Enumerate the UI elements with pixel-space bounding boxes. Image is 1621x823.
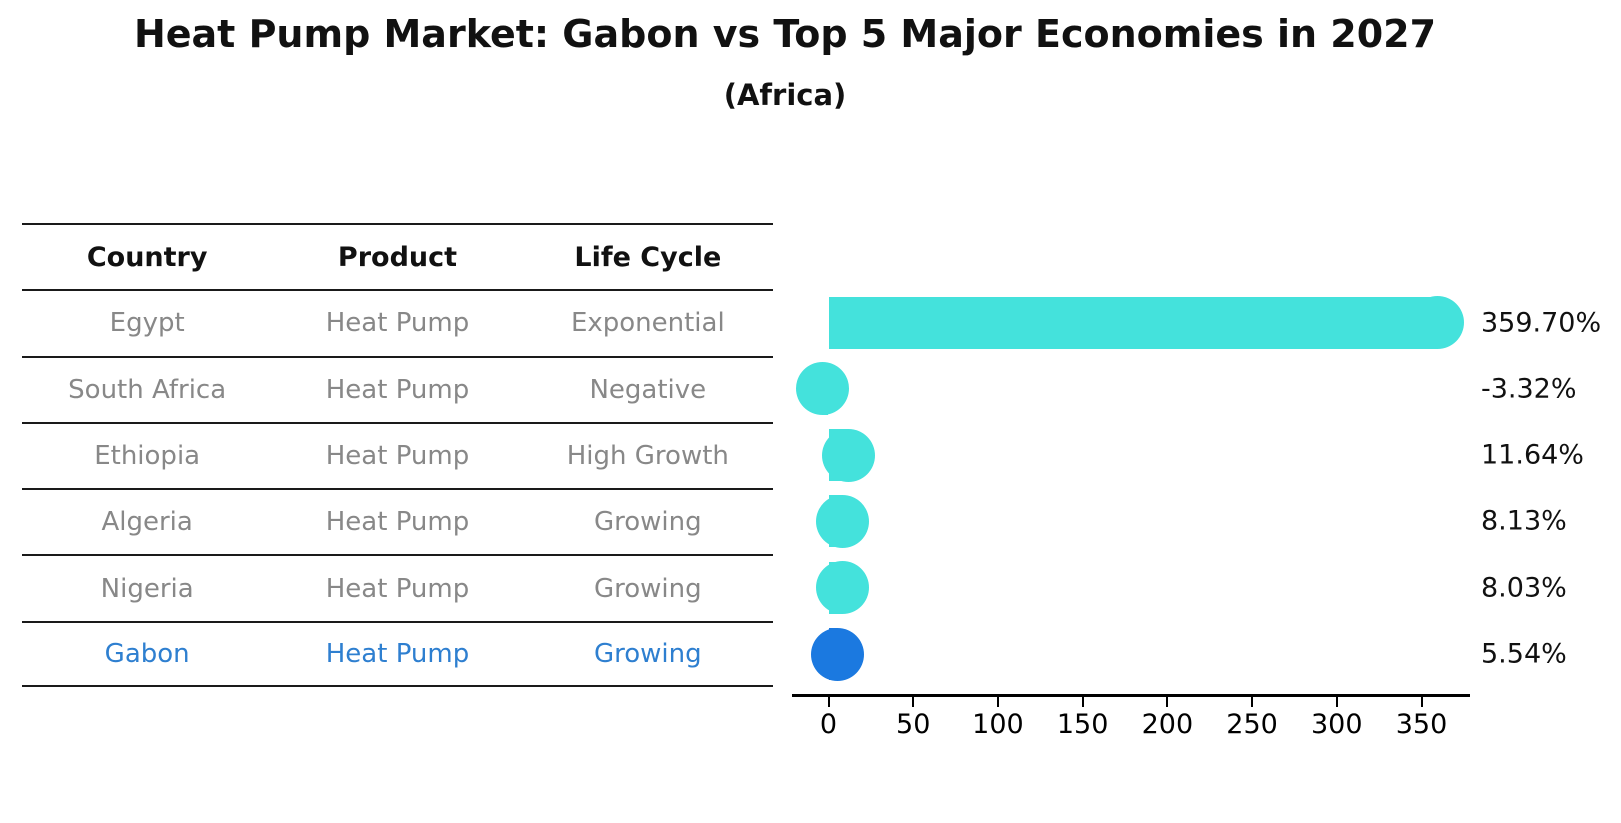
- column-header-life-cycle: Life Cycle: [574, 241, 722, 273]
- table-row: Ethiopia Heat Pump High Growth: [22, 421, 773, 488]
- cell-life-cycle: Negative: [589, 374, 707, 405]
- bar-cap-south-africa: [796, 362, 850, 416]
- column-header-product: Product: [337, 241, 458, 273]
- x-axis-tick-label: 0: [819, 709, 838, 740]
- value-label-algeria: 8.13%: [1481, 505, 1567, 537]
- cell-country: Nigeria: [100, 573, 194, 604]
- bar-cap-ethiopia: [821, 428, 875, 482]
- value-label-gabon: 5.54%: [1481, 638, 1567, 670]
- x-axis-tick: [1420, 696, 1423, 707]
- x-axis-tick: [1335, 696, 1338, 707]
- x-axis-tick: [912, 696, 915, 707]
- x-axis-tick: [1166, 696, 1169, 707]
- bar-cap-nigeria: [815, 561, 869, 615]
- x-axis-tick-label: 350: [1395, 709, 1448, 740]
- cell-country: South Africa: [68, 374, 227, 405]
- cell-life-cycle: High Growth: [566, 441, 729, 472]
- cell-country: Gabon: [104, 638, 190, 669]
- table-row: South Africa Heat Pump Negative: [22, 355, 773, 422]
- x-axis-tick-label: 250: [1226, 709, 1278, 740]
- cell-country: Algeria: [101, 507, 193, 538]
- cell-product: Heat Pump: [325, 374, 470, 405]
- bar-cap-algeria: [815, 494, 869, 548]
- value-label-egypt: 359.70%: [1481, 307, 1602, 338]
- cell-life-cycle: Exponential: [570, 308, 725, 339]
- cell-life-cycle: Growing: [593, 638, 702, 669]
- table-row: Algeria Heat Pump Growing: [22, 488, 773, 554]
- cell-product: Heat Pump: [325, 308, 470, 339]
- x-axis-tick: [1251, 696, 1254, 707]
- bar-cap-egypt: [1411, 296, 1465, 349]
- x-axis-tick: [996, 696, 999, 707]
- value-label-south-africa: -3.32%: [1481, 373, 1577, 405]
- table-row: Nigeria Heat Pump Growing: [22, 554, 773, 620]
- x-axis-tick-label: 100: [972, 709, 1024, 740]
- table-row-highlighted: Gabon Heat Pump Growing: [22, 620, 773, 688]
- cell-product: Heat Pump: [325, 638, 470, 669]
- table-header-row: Country Product Life Cycle: [22, 223, 773, 289]
- x-axis-tick-label: 50: [896, 709, 931, 740]
- x-axis-tick-label: 150: [1056, 709, 1109, 740]
- cell-product: Heat Pump: [325, 441, 470, 472]
- table-row: Egypt Heat Pump Exponential: [22, 289, 773, 355]
- x-axis-tick-label: 200: [1141, 709, 1194, 740]
- cell-life-cycle: Growing: [593, 507, 702, 538]
- cell-product: Heat Pump: [325, 507, 470, 538]
- column-header-country: Country: [86, 241, 208, 273]
- value-label-nigeria: 8.03%: [1481, 572, 1567, 604]
- bar-cap-gabon: [811, 627, 865, 681]
- chart-title: Heat Pump Market: Gabon vs Top 5 Major E…: [133, 12, 1437, 56]
- x-axis-tick: [827, 696, 830, 707]
- comparison-table: Country Product Life Cycle Egypt Heat Pu…: [22, 223, 773, 688]
- x-axis-tick: [1081, 696, 1084, 707]
- bar-egypt: [828, 296, 1438, 349]
- chart-subtitle: (Africa): [723, 78, 847, 112]
- cell-country: Egypt: [109, 308, 185, 339]
- x-axis-line: [792, 693, 1470, 697]
- value-label-ethiopia: 11.64%: [1481, 439, 1584, 471]
- cell-country: Ethiopia: [94, 441, 201, 472]
- cell-product: Heat Pump: [325, 573, 470, 604]
- x-axis-tick-label: 300: [1311, 709, 1363, 740]
- cell-life-cycle: Growing: [593, 573, 702, 604]
